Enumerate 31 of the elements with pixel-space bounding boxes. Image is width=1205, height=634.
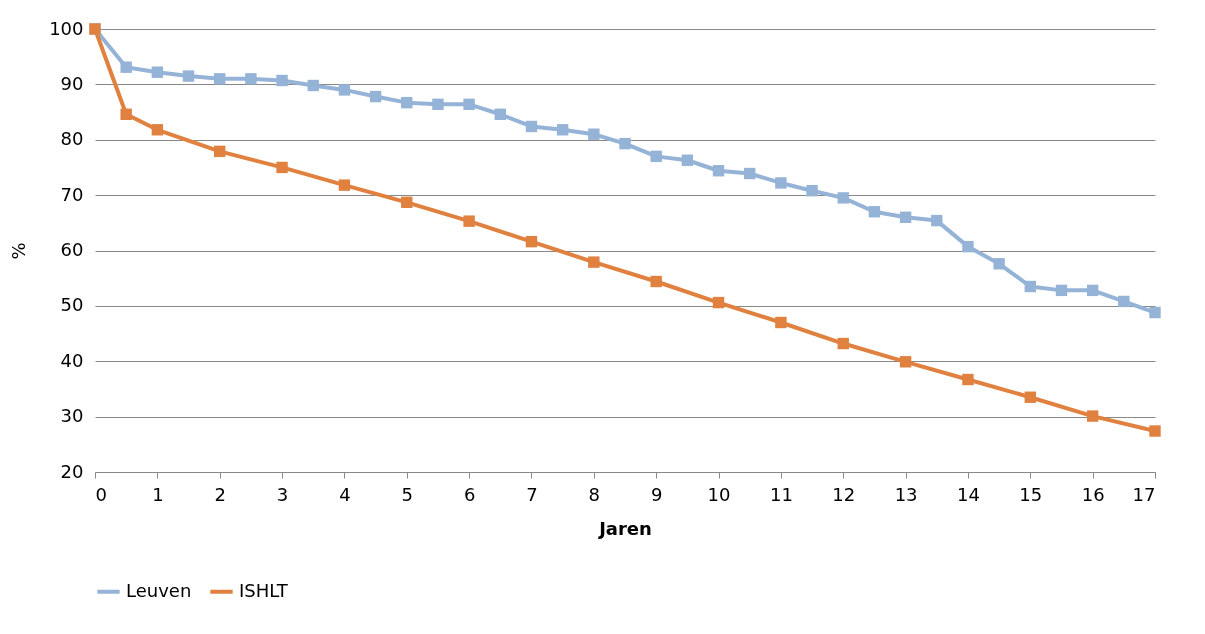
- y-tick-label: 30: [60, 405, 84, 427]
- y-tick-label: 100: [49, 17, 84, 39]
- y-tick-label: 90: [60, 72, 84, 94]
- x-tick-label: 17: [1132, 483, 1156, 505]
- y-tick-label: 50: [60, 294, 84, 316]
- x-tick-label: 9: [650, 483, 663, 505]
- x-axis-title: Jaren: [597, 517, 652, 539]
- x-tick-label: 6: [463, 483, 476, 505]
- x-tick-label: 3: [276, 483, 289, 505]
- x-tick-label: 2: [214, 483, 226, 505]
- y-tick-label: 40: [60, 349, 84, 371]
- x-tick-label: 13: [894, 483, 918, 505]
- y-axis-title: %: [8, 242, 30, 260]
- x-tick-label: 8: [588, 483, 601, 505]
- x-tick-label: 14: [956, 483, 980, 505]
- y-tick-label: 80: [60, 128, 84, 150]
- y-tick-label: 60: [60, 239, 84, 260]
- legend-label: Leuven: [126, 579, 192, 601]
- y-tick-label: 20: [60, 460, 84, 482]
- x-tick-label: 0: [95, 483, 107, 505]
- x-tick-label: 4: [339, 483, 351, 505]
- x-tick-label: 16: [1081, 483, 1105, 505]
- x-tick-label: 5: [401, 483, 413, 505]
- x-tick-label: 11: [769, 483, 793, 505]
- x-tick-label: 12: [832, 483, 856, 505]
- y-tick-label: 70: [60, 183, 84, 205]
- legend-label: ISHLT: [239, 579, 289, 601]
- x-tick-label: 7: [526, 483, 538, 505]
- x-tick-label: 1: [152, 483, 164, 505]
- x-tick-label: 10: [707, 483, 731, 505]
- x-tick-label: 15: [1019, 483, 1043, 505]
